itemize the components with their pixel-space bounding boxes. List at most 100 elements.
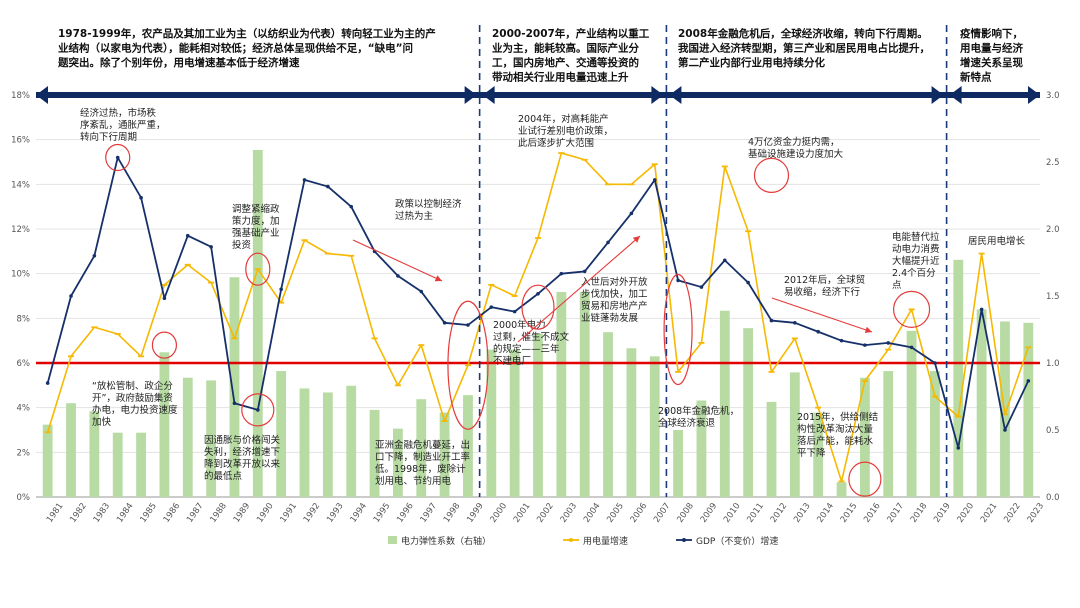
gdp-growth-point [419, 289, 424, 294]
right-tick-label: 0.0 [1046, 493, 1060, 503]
elasticity-bar [182, 377, 193, 497]
x-tick-label: 1994 [348, 501, 369, 524]
elasticity-bar [813, 412, 824, 497]
gdp-growth-point [606, 240, 610, 245]
gdp-growth-point [909, 345, 914, 350]
elasticity-bar [789, 372, 800, 497]
gdp-growth-point [839, 338, 844, 343]
annotation-line: 平下降 [797, 447, 826, 459]
annotation-line: 过剩，催生不成文 [493, 331, 570, 343]
elasticity-bar [603, 332, 613, 497]
gdp-growth-point [185, 233, 190, 238]
gdp-growth-point [746, 280, 750, 285]
era-description: 2000-2007年，产业结构以重工业为主，能耗较高。国际产业分工，国内房地产、… [492, 27, 650, 84]
annotation: 4万亿资金力挺内需，基础设施建设力度加大 [748, 136, 844, 160]
highlight-circle [245, 252, 271, 286]
elasticity-bar [112, 432, 123, 497]
gdp-growth-point [652, 178, 657, 182]
gdp-growth-point [979, 307, 984, 312]
gdp-growth-point [45, 381, 50, 385]
annotation-line: 2004年，对高耗能产 [518, 113, 609, 125]
x-tick-label: 1990 [255, 501, 276, 524]
annotation: 2000年电力过剩，催生不成文的规定——三年不建电厂 [493, 319, 570, 367]
annotation-line: 过热为主 [395, 210, 433, 222]
elasticity-bar [626, 348, 637, 497]
left-tick-label: 10% [11, 270, 30, 280]
gdp-growth-point [302, 178, 307, 182]
annotation-line: 电能替代拉 [892, 231, 940, 243]
era-description-line: 增速关系呈现 [960, 56, 1023, 69]
elasticity-bar [276, 371, 287, 497]
highlight-circle [521, 284, 555, 330]
elasticity-bar [883, 371, 894, 497]
gdp-growth-point [489, 305, 494, 309]
x-tick-label: 2018 [909, 501, 930, 524]
annotation: 调整紧缩政策力度，加强基础产业投资 [232, 203, 280, 251]
x-tick-label: 2001 [512, 501, 533, 524]
era-description-line: 新特点 [960, 71, 992, 84]
annotation: 亚洲金融危机蔓延，出口下降，制造业开工率低。1998年，废除计划用电、节约用电 [375, 439, 471, 487]
era-description-line: 2008年金融危机后，全球经济收缩，转向下行周期。 [678, 27, 928, 40]
annotation: 2004年，对高耗能产业试行差别电价政策，此后逐步扩大范围 [518, 113, 613, 149]
left-tick-label: 14% [11, 180, 30, 190]
era-description: 1978-1999年，农产品及其加工业为主（以纺织业为代表）转向轻工业为主的产业… [58, 27, 436, 69]
gdp-growth-point [1003, 428, 1007, 432]
annotation-line: 的最低点 [204, 470, 243, 482]
x-tick-label: 2013 [792, 501, 813, 524]
right-tick-label: 1.0 [1046, 359, 1060, 369]
gdp-growth-point [115, 155, 120, 160]
left-tick-label: 0% [17, 493, 31, 503]
gdp-growth-point [396, 274, 400, 278]
x-tick-label: 2006 [629, 501, 650, 524]
legend-swatch-bar [388, 536, 397, 544]
annotation: 2015年，供给侧结构性改革淘汰大量落后产能，能耗水平下降 [797, 411, 878, 459]
gdp-growth-point [279, 287, 283, 292]
gdp-growth-point [582, 269, 587, 274]
era-description: 疫情影响下， 用电量与经济增速关系呈现新特点 [959, 27, 1023, 84]
annotation-line: 构性改革淘汰大量 [797, 423, 874, 435]
gdp-growth-point [442, 321, 447, 325]
annotation: 因通胀与价格闯关失利，经济增速下降到改革开放以来的最低点 [204, 434, 281, 482]
annotation-line: 降到改革开放以来 [204, 458, 281, 470]
x-tick-label: 2011 [745, 501, 766, 524]
annotation: 2008年金融危机，全球经济衰退 [658, 405, 739, 429]
elasticity-bar [206, 380, 217, 497]
gdp-growth-point [769, 318, 774, 323]
left-tick-label: 6% [17, 359, 31, 369]
gdp-growth-point [536, 291, 540, 296]
annotation-line: 转向下行周期 [80, 131, 137, 143]
annotation-line: 2015年，供给侧结 [797, 411, 878, 423]
trend-arrow [517, 235, 641, 343]
annotation-line: 入世后对外开放 [581, 276, 648, 288]
annotation-line: 加快 [92, 416, 112, 428]
annotation-line: 开”，政府鼓励集资 [92, 392, 173, 404]
x-tick-label: 1983 [92, 501, 113, 524]
gdp-growth-point [793, 321, 797, 325]
x-tick-label: 2009 [699, 501, 720, 524]
era-description-line: 1978-1999年，农产品及其加工业为主（以纺织业为代表）转向轻工业为主的产 [58, 27, 436, 40]
x-tick-label: 1991 [278, 501, 299, 524]
elasticity-bar [509, 349, 520, 497]
x-tick-label: 1982 [68, 501, 89, 524]
elasticity-bar [42, 424, 53, 497]
left-tick-label: 12% [11, 225, 30, 235]
annotation-line: 步伐加快，加工 [581, 288, 648, 300]
elasticity-bar [696, 400, 707, 497]
era-description-line: 疫情影响下， [960, 27, 1023, 40]
elasticity-bar [930, 371, 940, 497]
x-tick-label: 2010 [722, 501, 743, 524]
x-tick-label: 1985 [138, 501, 159, 524]
gdp-growth-point [863, 343, 867, 347]
annotation: 电能替代拉动电力消费大幅提升近 2.4个百分点 [892, 231, 940, 291]
elasticity-bar [346, 385, 357, 497]
era-arrow-right-icon [931, 86, 944, 104]
annotation-line: 投资 [232, 239, 252, 251]
annotation-line: 经济过热，市场秩 [80, 107, 157, 119]
annotation-line: 业试行差别电价政策， [518, 125, 613, 137]
gdp-growth-point [349, 204, 354, 209]
annotation: 2012年后，全球贸易收缩，经济下行 [784, 274, 865, 298]
gdp-growth-point [92, 254, 97, 258]
gdp-growth-point [559, 271, 564, 276]
elasticity-bar [416, 399, 427, 497]
left-tick-label: 18% [11, 91, 30, 101]
